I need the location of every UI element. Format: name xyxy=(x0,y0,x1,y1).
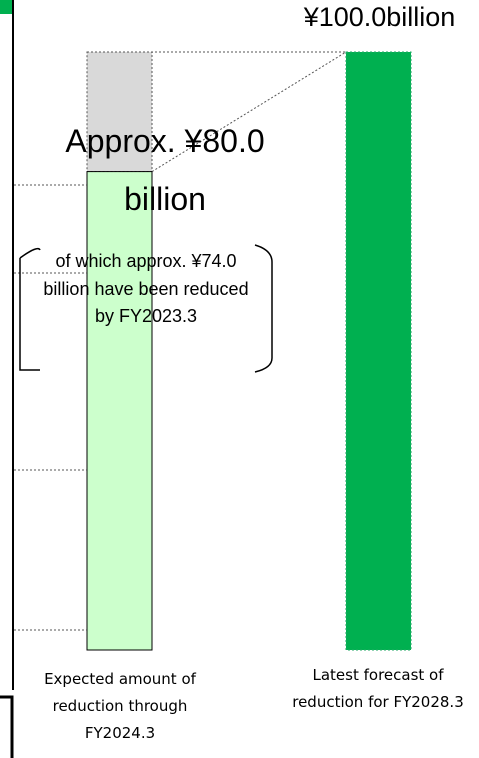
x-tick-label: Latest forecast of reduction for FY2028.… xyxy=(292,666,464,711)
bar xyxy=(86,171,153,651)
paren-left xyxy=(19,247,41,371)
bar xyxy=(345,51,412,651)
edge-dots xyxy=(14,184,87,631)
paren-right xyxy=(254,244,273,373)
bar xyxy=(86,51,153,173)
annotation: of which approx. ¥74.0 billion have been… xyxy=(43,251,249,326)
edge-bar xyxy=(0,0,12,14)
annotation: ¥100.0billion xyxy=(303,2,456,32)
annotation: Approx. ¥80.0 billion xyxy=(65,123,265,217)
connector xyxy=(151,51,347,173)
x-tick-label: Expected amount of reduction through FY2… xyxy=(44,670,196,742)
edge-bracket xyxy=(0,695,14,758)
